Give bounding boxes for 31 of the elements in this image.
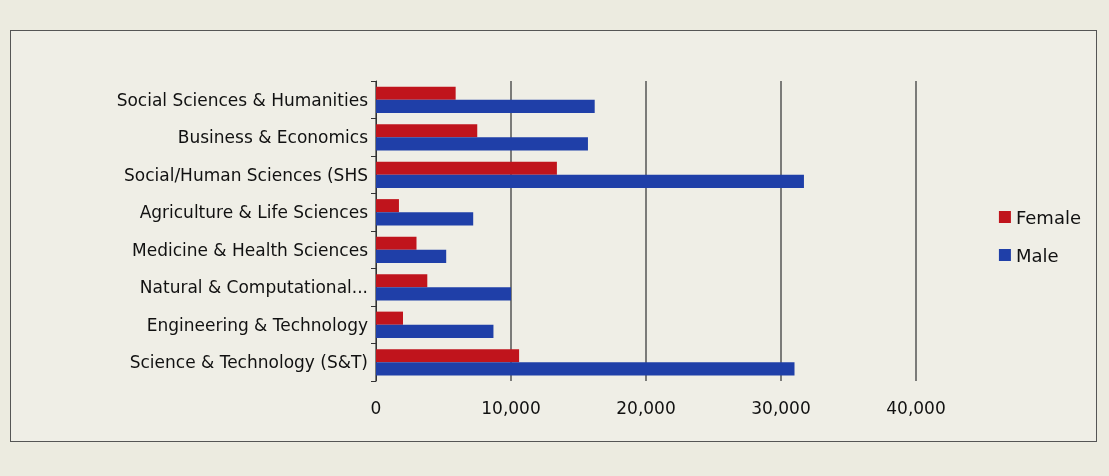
bar bbox=[376, 362, 795, 376]
x-tick-label: 20,000 bbox=[616, 397, 676, 418]
y-tick-label: Engineering & Technology bbox=[146, 314, 368, 335]
x-tick-label: 10,000 bbox=[481, 397, 541, 418]
legend-label: Male bbox=[1015, 244, 1059, 266]
y-tick-label: Medicine & Health Sciences bbox=[132, 239, 369, 260]
bar bbox=[376, 249, 447, 263]
x-tick-label: 40,000 bbox=[886, 397, 946, 418]
bar bbox=[376, 349, 520, 363]
bar bbox=[376, 161, 557, 175]
y-tick-label: Social/Human Sciences (SHS bbox=[123, 164, 368, 185]
bar bbox=[376, 287, 511, 301]
bar bbox=[376, 311, 403, 325]
y-tick-label: Social Sciences & Humanities bbox=[116, 89, 369, 110]
bar bbox=[376, 212, 474, 226]
y-tick-label: Business & Economics bbox=[177, 127, 369, 148]
x-tick-label: 30,000 bbox=[751, 397, 811, 418]
bar bbox=[376, 236, 417, 250]
bar bbox=[376, 324, 494, 338]
y-tick-label: Natural & Computational... bbox=[139, 277, 368, 298]
bar bbox=[376, 86, 456, 100]
bar bbox=[376, 274, 428, 288]
x-tick-label: 0 bbox=[370, 397, 382, 418]
bar bbox=[376, 174, 804, 188]
legend-label: Female bbox=[1015, 206, 1082, 228]
y-tick-label: Science & Technology (S&T) bbox=[129, 352, 368, 373]
bar bbox=[376, 199, 399, 213]
bar bbox=[376, 99, 595, 113]
bar bbox=[376, 124, 478, 138]
bar bbox=[376, 137, 588, 151]
y-tick-label: Agriculture & Life Sciences bbox=[139, 202, 369, 223]
